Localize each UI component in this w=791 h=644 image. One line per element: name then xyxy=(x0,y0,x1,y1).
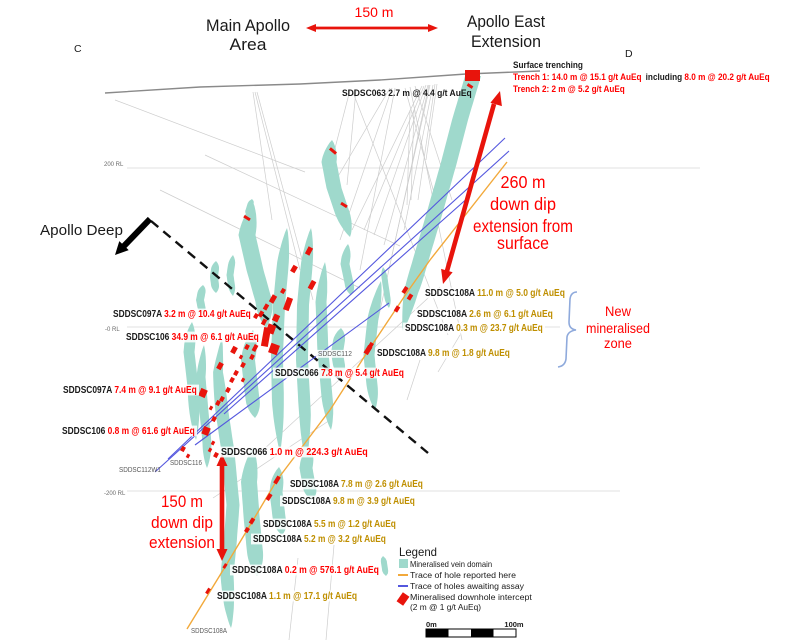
svg-text:Mineralised downhole intercept: Mineralised downhole intercept xyxy=(410,592,533,602)
svg-text:SDDSC108A 1.1 m @ 17.1 g/t AuE: SDDSC108A 1.1 m @ 17.1 g/t AuEq xyxy=(217,590,357,602)
svg-text:extension: extension xyxy=(149,535,215,553)
svg-text:Trench 1: 14.0 m @ 15.1 g/t Au: Trench 1: 14.0 m @ 15.1 g/t AuEq includi… xyxy=(513,72,770,82)
svg-text:150 m: 150 m xyxy=(161,493,203,511)
svg-text:SDDSC108A: SDDSC108A xyxy=(191,628,227,636)
svg-text:-0 RL: -0 RL xyxy=(105,327,120,333)
svg-text:zone: zone xyxy=(604,336,632,351)
svg-text:SDDSC063 2.7 m @ 4.4 g/t AuEq: SDDSC063 2.7 m @ 4.4 g/t AuEq xyxy=(342,88,472,99)
svg-text:Area: Area xyxy=(230,35,268,53)
svg-text:SDDSC066 1.0 m @ 224.3 g/t AuE: SDDSC066 1.0 m @ 224.3 g/t AuEq xyxy=(221,446,368,458)
svg-text:SDDSC108A 7.8 m @ 2.6 g/t AuEq: SDDSC108A 7.8 m @ 2.6 g/t AuEq xyxy=(290,478,423,489)
svg-text:Apollo Deep: Apollo Deep xyxy=(40,222,123,239)
svg-text:SDDSC108A 5.5 m @ 1.2 g/t AuEq: SDDSC108A 5.5 m @ 1.2 g/t AuEq xyxy=(263,518,396,529)
svg-text:SDDSC112W1: SDDSC112W1 xyxy=(119,467,161,475)
svg-text:SDDSC108A 5.2 m @ 3.2 g/t AuEq: SDDSC108A 5.2 m @ 3.2 g/t AuEq xyxy=(253,533,386,544)
svg-text:0m: 0m xyxy=(426,620,437,629)
svg-text:Surface trenching: Surface trenching xyxy=(513,60,583,70)
svg-text:Trace of holes awaiting assay: Trace of holes awaiting assay xyxy=(410,581,525,591)
svg-text:SDDSC108A 0.2 m @ 576.1 g/t Au: SDDSC108A 0.2 m @ 576.1 g/t AuEq xyxy=(232,564,379,576)
svg-text:SDDSC106 34.9 m @ 6.1 g/t AuEq: SDDSC106 34.9 m @ 6.1 g/t AuEq xyxy=(126,330,259,342)
svg-text:SDDSC066 7.8 m @ 5.4 g/t AuEq: SDDSC066 7.8 m @ 5.4 g/t AuEq xyxy=(275,366,404,378)
svg-text:150 m: 150 m xyxy=(355,4,394,20)
svg-text:Mineralised vein domain: Mineralised vein domain xyxy=(410,560,492,569)
svg-text:extension from: extension from xyxy=(473,217,573,236)
svg-text:Trench 2: 2 m @ 5.2 g/t AuEq: Trench 2: 2 m @ 5.2 g/t AuEq xyxy=(513,84,625,94)
svg-text:Legend: Legend xyxy=(399,547,437,559)
svg-text:260 m: 260 m xyxy=(501,172,546,192)
svg-text:surface: surface xyxy=(497,233,549,253)
svg-text:mineralised: mineralised xyxy=(586,321,650,337)
svg-text:200 RL: 200 RL xyxy=(104,162,124,168)
svg-text:(2 m @ 1 g/t AuEq): (2 m @ 1 g/t AuEq) xyxy=(410,603,481,612)
svg-text:Apollo East: Apollo East xyxy=(467,14,545,32)
svg-text:SDDSC108A 11.0 m @ 5.0 g/t AuE: SDDSC108A 11.0 m @ 5.0 g/t AuEq xyxy=(425,287,565,299)
svg-text:SDDSC116: SDDSC116 xyxy=(170,460,202,468)
svg-text:Extension: Extension xyxy=(471,33,541,51)
svg-text:-200 RL: -200 RL xyxy=(104,491,126,497)
svg-text:D: D xyxy=(625,48,633,60)
svg-text:SDDSC108A 9.8 m @ 1.8 g/t AuEq: SDDSC108A 9.8 m @ 1.8 g/t AuEq xyxy=(377,347,510,358)
svg-text:SDDSC106 0.8 m @ 61.6 g/t AuEq: SDDSC106 0.8 m @ 61.6 g/t AuEq xyxy=(62,424,195,436)
svg-text:SDDSC097A 3.2 m @ 10.4 g/t AuE: SDDSC097A 3.2 m @ 10.4 g/t AuEq xyxy=(113,308,251,319)
svg-text:down dip: down dip xyxy=(151,515,213,533)
svg-text:New: New xyxy=(605,304,631,319)
svg-text:SDDSC108A 9.8 m @ 3.9 g/t AuEq: SDDSC108A 9.8 m @ 3.9 g/t AuEq xyxy=(282,495,415,506)
svg-text:Trace of hole reported here: Trace of hole reported here xyxy=(410,570,516,580)
svg-text:SDDSC108A 2.6 m @ 6.1 g/t AuEq: SDDSC108A 2.6 m @ 6.1 g/t AuEq xyxy=(417,308,553,320)
svg-text:down dip: down dip xyxy=(490,195,556,215)
svg-text:SDDSC108A 0.3 m @ 23.7 g/t AuE: SDDSC108A 0.3 m @ 23.7 g/t AuEq xyxy=(405,322,543,333)
svg-text:100m: 100m xyxy=(504,620,524,629)
svg-text:C: C xyxy=(74,43,82,55)
svg-text:SDDSC097A 7.4 m @ 9.1 g/t AuEq: SDDSC097A 7.4 m @ 9.1 g/t AuEq xyxy=(63,383,197,395)
svg-text:Main Apollo: Main Apollo xyxy=(206,17,290,35)
svg-text:SDDSC112: SDDSC112 xyxy=(318,350,352,358)
